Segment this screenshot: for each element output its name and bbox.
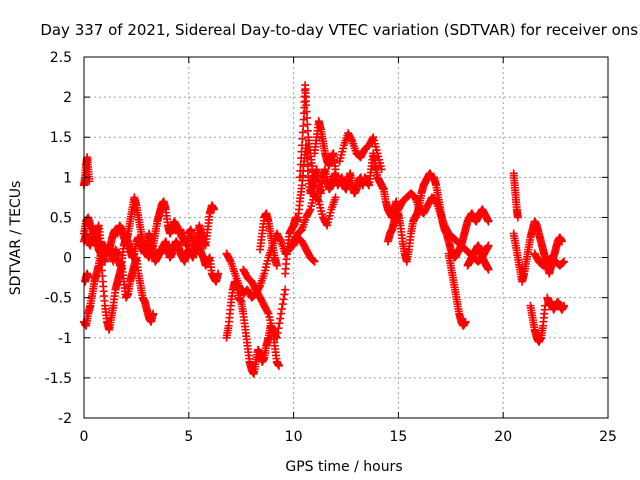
- y-tick-label: 2: [63, 90, 72, 106]
- plot-frame: [83, 56, 609, 419]
- data-point: [85, 177, 94, 186]
- y-tick-label: 0.5: [50, 210, 72, 226]
- data-point: [274, 361, 283, 370]
- data-point: [558, 259, 567, 268]
- y-tick-labels: -2 -1.5 -1 -0.5 0 0.5 1 1.5 2 2.5: [45, 50, 72, 427]
- data-point: [276, 235, 285, 244]
- x-tick-label: 15: [389, 429, 407, 445]
- data-point: [209, 205, 218, 214]
- data-point: [513, 213, 522, 222]
- data-point: [484, 217, 493, 226]
- data-point: [409, 191, 418, 200]
- data-point: [322, 219, 331, 228]
- data-point: [277, 309, 286, 318]
- data-point: [225, 255, 234, 264]
- y-tick-label: -0.5: [45, 291, 72, 307]
- data-point: [281, 285, 290, 294]
- data-point: [310, 257, 319, 266]
- data-point: [278, 300, 287, 309]
- data-point: [461, 317, 470, 326]
- data-point: [305, 207, 314, 216]
- data-point: [274, 324, 283, 333]
- data-point: [368, 134, 377, 143]
- data-point: [214, 269, 223, 278]
- data-point: [310, 181, 319, 190]
- x-tick-label: 5: [184, 429, 193, 445]
- data-point: [277, 304, 286, 313]
- data-point: [280, 290, 289, 299]
- x-axis-title: GPS time / hours: [285, 459, 402, 475]
- data-point: [84, 273, 93, 282]
- data-point: [484, 241, 493, 250]
- data-point: [276, 314, 285, 323]
- y-axis-title: SDTVAR / TECUs: [8, 181, 24, 296]
- data-point: [331, 193, 340, 202]
- y-tick-label: 0: [63, 251, 72, 267]
- data-point: [308, 255, 317, 264]
- data-point: [272, 333, 281, 342]
- y-tick-label: -2: [58, 411, 72, 427]
- data-point: [273, 328, 282, 337]
- data-point: [296, 227, 305, 236]
- data-point: [263, 308, 272, 317]
- y-tick-label: 1: [63, 170, 72, 186]
- data-point: [149, 309, 158, 318]
- x-tick-label: 25: [599, 429, 617, 445]
- y-tick-label: 1.5: [50, 130, 72, 146]
- data-point: [557, 237, 566, 246]
- data-point: [559, 257, 568, 266]
- x-tick-label: 20: [494, 429, 512, 445]
- axis-ticks: [83, 56, 609, 419]
- y-tick-label: -1.5: [45, 371, 72, 387]
- chart-title: Day 337 of 2021, Sidereal Day-to-day VTE…: [40, 21, 640, 39]
- data-point: [347, 135, 356, 144]
- data-point: [275, 319, 284, 328]
- data-point: [279, 295, 288, 304]
- data-point: [309, 256, 318, 265]
- y-tick-label: 2.5: [50, 50, 72, 66]
- data-point: [313, 195, 322, 204]
- data-point: [331, 165, 340, 174]
- x-tick-label: 0: [80, 429, 89, 445]
- data-point: [559, 258, 568, 267]
- data-point: [484, 265, 493, 274]
- data-point: [430, 195, 439, 204]
- x-tick-labels: 0 5 10 15 20 25: [80, 429, 617, 445]
- data-points: [80, 81, 568, 378]
- data-point: [272, 261, 281, 270]
- data-point: [559, 301, 568, 310]
- data-point: [377, 165, 386, 174]
- y-tick-label: -1: [58, 331, 72, 347]
- x-tick-label: 10: [285, 429, 303, 445]
